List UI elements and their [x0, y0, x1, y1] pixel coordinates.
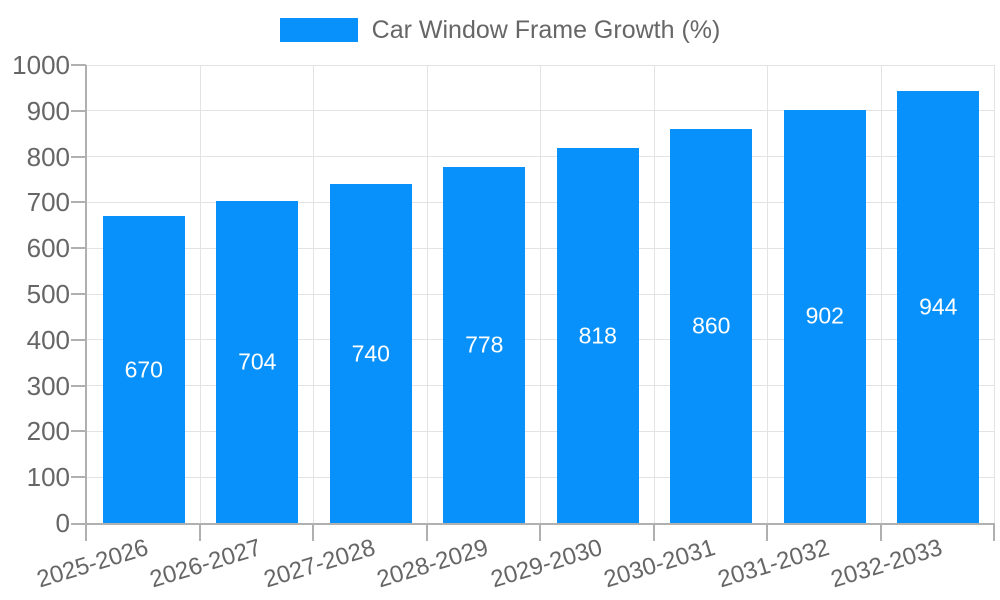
bar-value-label: 944: [919, 293, 958, 320]
y-tick-label: 500: [26, 279, 70, 309]
x-gridline: [540, 65, 541, 523]
bar-value-label: 818: [578, 322, 617, 349]
x-axis-labels: 2025-2026 2026-2027 2027-2028 2028-2029 2029…: [34, 523, 995, 600]
x-tick-label: 2032-2033: [828, 534, 946, 594]
x-tick: [766, 523, 768, 541]
bar: 778: [443, 166, 526, 523]
x-tick-label: 2031-2032: [714, 534, 833, 594]
bar-value-label: 670: [124, 356, 163, 383]
x-tick: [539, 523, 541, 541]
x-tick-label: 2030-2031: [601, 534, 719, 594]
bar-value-label: 740: [351, 340, 390, 367]
y-gridline: [87, 385, 995, 387]
y-tick-label: 0: [55, 508, 70, 538]
x-tick: [198, 523, 201, 541]
y-gridline: [87, 156, 995, 158]
plot-area: 670 704 740 778 818 860 902 944 0 100 200 300 400 50…: [12, 51, 995, 593]
y-tick-label: 300: [26, 370, 70, 401]
x-gridline: [994, 65, 995, 523]
x-tick: [993, 523, 995, 541]
bar: 902: [783, 109, 866, 523]
y-tick: [71, 338, 86, 341]
bar: 818: [556, 148, 639, 523]
y-tick-label: 700: [26, 187, 70, 218]
bar-value-label: 902: [805, 302, 844, 329]
bar: 944: [897, 90, 980, 523]
y-gridline: [87, 110, 995, 112]
chart-legend: Car Window Frame Growth (%): [0, 17, 1000, 43]
x-axis-line: [71, 523, 995, 525]
y-tick: [71, 476, 86, 479]
x-tick: [425, 523, 428, 541]
bar-value-label: 704: [238, 348, 277, 375]
x-gridline: [199, 65, 201, 523]
x-gridline: [653, 65, 655, 523]
y-tick-label: 600: [26, 233, 70, 264]
y-tick-label: 1000: [12, 50, 70, 80]
y-tick-label: 400: [26, 324, 70, 355]
y-gridline: [87, 430, 995, 432]
bar-value-label: 860: [692, 312, 731, 339]
bar: 860: [670, 129, 753, 523]
x-gridline: [880, 65, 882, 523]
y-axis-line: [85, 65, 87, 541]
y-tick: [71, 201, 86, 204]
y-tick: [71, 247, 86, 250]
x-tick: [879, 523, 882, 541]
y-tick-label: 900: [26, 95, 70, 126]
y-tick-label: 200: [26, 416, 70, 447]
bar: 670: [102, 216, 185, 523]
y-gridline: [87, 247, 995, 249]
y-tick: [71, 293, 86, 295]
y-tick: [71, 155, 86, 158]
legend-swatch: [279, 18, 358, 42]
bar-value-label: 778: [465, 331, 504, 358]
x-tick-label: 2026-2027: [147, 534, 265, 594]
y-tick-label: 800: [26, 141, 70, 172]
x-tick: [652, 523, 655, 541]
y-gridline: [87, 64, 995, 66]
y-gridline: [87, 339, 995, 341]
x-tick-label: 2027-2028: [260, 534, 379, 594]
x-tick-label: 2028-2029: [374, 534, 492, 594]
y-tick: [71, 430, 86, 433]
x-tick-label: 2029-2030: [487, 534, 606, 594]
y-gridline: [87, 293, 995, 295]
x-gridline: [313, 65, 314, 523]
y-tick-label: 100: [26, 462, 70, 493]
y-tick: [71, 384, 86, 387]
bar: 704: [216, 200, 299, 523]
legend-label: Car Window Frame Growth (%): [371, 16, 721, 44]
y-tick: [71, 64, 86, 66]
x-tick: [312, 523, 314, 541]
y-tick: [71, 109, 86, 112]
x-gridline: [767, 65, 768, 523]
y-gridline: [87, 476, 995, 478]
y-gridline: [87, 201, 995, 203]
bar: 740: [329, 184, 412, 523]
x-tick-label: 2025-2026: [33, 534, 152, 594]
x-gridline: [426, 65, 428, 523]
